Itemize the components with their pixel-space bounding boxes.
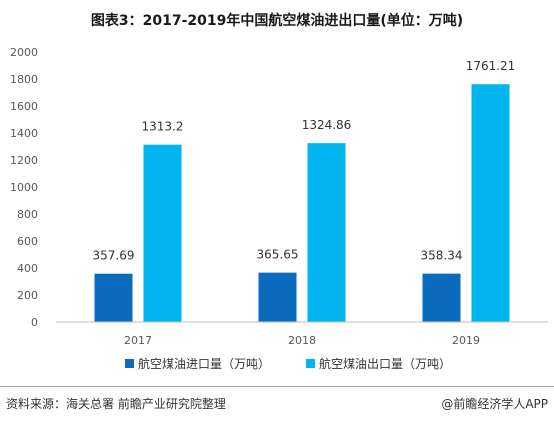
credit-note: @前瞻经济学人APP (441, 397, 548, 411)
data-label-import-2018: 365.65 (257, 248, 299, 262)
data-label-import-2017: 357.69 (93, 249, 135, 263)
data-labels: 357.69 1313.2 365.65 1324.86 358.34 1761.21 (93, 59, 516, 262)
y-tick-label: 0 (31, 316, 38, 329)
y-tick-label: 1800 (10, 73, 38, 86)
bar-import-2017 (94, 273, 133, 322)
legend-swatch-export (306, 359, 315, 368)
x-tick-label: 2017 (124, 334, 152, 347)
bar-export-2017 (143, 144, 182, 322)
data-label-import-2019: 358.34 (421, 249, 463, 263)
legend-label-import: 航空煤油进口量（万吨） (138, 356, 270, 371)
y-tick-label: 400 (17, 262, 38, 275)
bar-import-2018 (258, 272, 297, 322)
bars (94, 84, 510, 322)
bar-import-2019 (422, 273, 461, 322)
x-tick-label: 2019 (452, 334, 480, 347)
y-tick-label: 200 (17, 289, 38, 302)
data-label-export-2018: 1324.86 (302, 118, 352, 132)
y-tick-label: 1400 (10, 127, 38, 140)
footer-divider (0, 386, 554, 387)
y-tick-label: 1200 (10, 154, 38, 167)
y-tick-label: 2000 (10, 46, 38, 59)
legend: 航空煤油进口量（万吨） 航空煤油出口量（万吨） (125, 356, 451, 371)
bar-chart: 0 200 400 600 800 1000 1200 1400 1600 1800 2000 35… (10, 46, 548, 371)
bar-export-2018 (307, 143, 346, 322)
y-tick-label: 800 (17, 208, 38, 221)
chart-title: 图表3：2017-2019年中国航空煤油进出口量(单位：万吨) (90, 13, 464, 29)
y-axis: 0 200 400 600 800 1000 1200 1400 1600 1800 2000 (10, 46, 38, 329)
data-label-export-2019: 1761.21 (466, 59, 516, 73)
x-axis: 2017 2018 2019 (124, 334, 480, 347)
legend-label-export: 航空煤油出口量（万吨） (319, 356, 451, 371)
source-note: 资料来源：海关总署 前瞻产业研究院整理 (6, 397, 226, 411)
data-label-export-2017: 1313.2 (142, 120, 184, 134)
y-tick-label: 1000 (10, 181, 38, 194)
x-tick-label: 2018 (288, 334, 316, 347)
legend-swatch-import (125, 359, 134, 368)
y-tick-label: 1600 (10, 100, 38, 113)
bar-export-2019 (471, 84, 510, 322)
y-tick-label: 600 (17, 235, 38, 248)
